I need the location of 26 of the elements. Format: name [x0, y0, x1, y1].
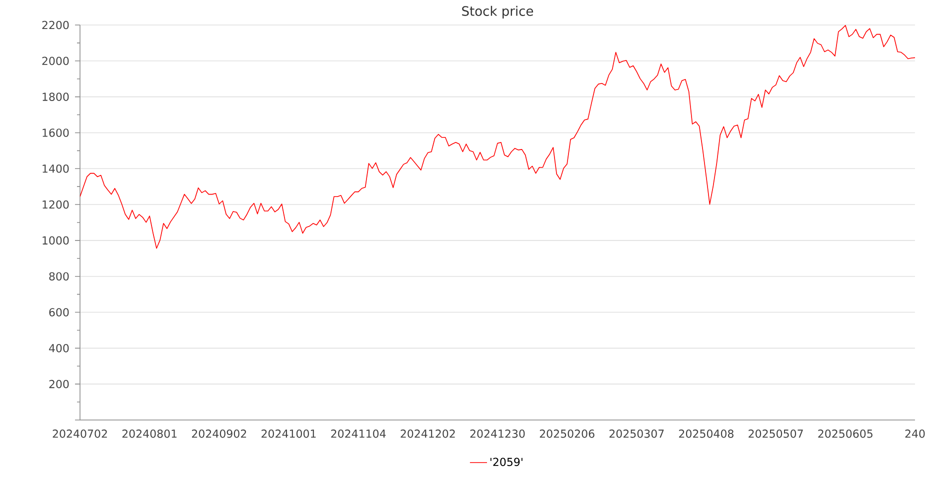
y-tick-label: 1200 — [42, 200, 69, 209]
x-tick-label: 20241230 — [470, 430, 525, 438]
y-tick-label: 1800 — [42, 92, 69, 101]
x-tick-label: 20250408 — [679, 430, 734, 438]
x-tick-label: 20250605 — [818, 430, 872, 438]
x-tick-label: 20241104 — [331, 430, 386, 438]
y-tick-label: 400 — [49, 344, 69, 352]
y-tick-label: 2200 — [42, 20, 69, 30]
x-tick-label: 20250507 — [748, 430, 803, 438]
x-tick-label: 20241001 — [262, 430, 316, 438]
y-tick-label: 2000 — [42, 56, 69, 66]
y-tick-label: 600 — [49, 308, 69, 316]
x-tick-label: 20241202 — [400, 430, 455, 438]
y-tick-label: 1000 — [42, 236, 69, 245]
y-tick-label: 200 — [49, 380, 69, 388]
x-tick-label: 20250307 — [609, 430, 664, 438]
x-tick-label: 20250206 — [540, 430, 594, 438]
x-tick-label: 20240902 — [192, 430, 246, 438]
chart-title: Stock price — [462, 6, 534, 18]
x-tick-label: 20240801 — [122, 430, 177, 438]
legend-label: '2059' — [490, 458, 522, 466]
x-tick-label: 240 — [905, 430, 925, 438]
y-tick-label: 1400 — [42, 164, 69, 173]
x-tick-label: 20240702 — [52, 430, 107, 438]
y-tick-label: 1600 — [42, 128, 69, 137]
y-tick-label: 800 — [49, 272, 69, 281]
